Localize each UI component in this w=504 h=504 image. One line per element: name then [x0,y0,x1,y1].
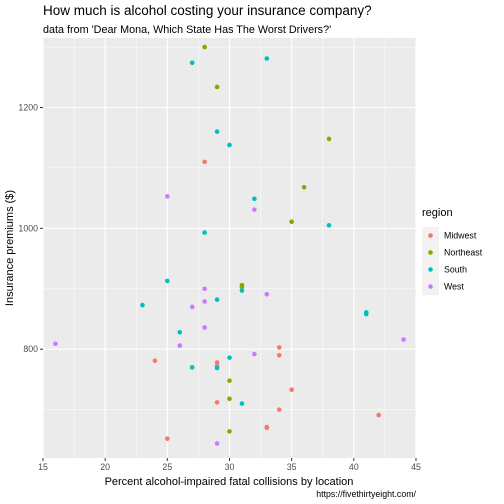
data-point-south [252,196,257,202]
x-tick-label: 30 [225,462,235,472]
x-tick-label: 25 [162,462,172,472]
y-axis-title: Insurance premiums ($) [4,190,16,306]
data-point-south [227,355,232,360]
data-point-midwest [214,360,220,365]
data-point-south [202,230,207,235]
data-point-west [202,286,207,292]
data-point-northeast [227,429,232,434]
data-point-west [165,194,170,199]
data-point-west [202,299,207,304]
data-point-south [264,56,270,61]
legend-items: Midwest Northeast South West [422,227,483,295]
legend-label-northeast: Northeast [444,248,483,258]
legend-title: region [422,207,453,219]
data-point-northeast [202,44,207,50]
x-tick-label: 35 [287,462,297,472]
x-axis-title: Percent alcohol-impaired fatal collision… [105,476,354,488]
data-point-midwest [289,387,294,393]
data-point-northeast [289,219,294,225]
data-point-northeast [326,136,332,142]
y-tick-label: 1200 [18,102,38,112]
x-tick-label: 15 [38,462,48,472]
data-point-midwest [276,352,282,358]
data-point-midwest [202,159,207,165]
data-point-midwest [276,407,282,412]
legend-label-south: South [444,265,467,275]
data-point-west [401,337,406,342]
data-point-south [239,401,245,406]
data-point-northeast [227,378,232,383]
legend-key-point [428,233,433,238]
data-point-midwest [376,412,382,418]
data-point-midwest [165,436,170,441]
data-point-south [214,297,220,302]
data-point-west [177,343,183,348]
x-tick-label: 20 [100,462,110,472]
data-point-south [363,311,369,317]
data-point-south [165,278,170,284]
data-point-west [53,341,58,347]
data-point-south [140,302,145,308]
data-point-northeast [301,184,307,190]
data-point-south [326,223,332,228]
legend: region Midwest Northeast South West [422,207,483,295]
data-point-south [177,330,183,335]
data-point-northeast [227,396,232,402]
legend-label-west: West [444,282,464,292]
x-tick-label: 40 [349,462,359,472]
y-tick-label: 1000 [18,223,38,233]
chart-subtitle: data from 'Dear Mona, Which State Has Th… [43,24,331,36]
data-point-midwest [264,425,270,431]
data-point-west [264,291,270,297]
data-point-west [202,325,207,330]
data-point-south [189,60,195,66]
data-point-west [252,207,257,212]
data-point-west [252,351,257,357]
legend-key-point [428,250,433,255]
legend-label-midwest: Midwest [444,231,477,241]
chart-caption: https://fivethirtyeight.com/ [316,489,416,499]
data-point-south [239,288,245,293]
data-point-west [214,441,220,446]
data-point-south [189,365,195,370]
data-point-south [227,142,232,148]
grid-lines [42,38,417,458]
data-point-south [214,365,220,371]
data-point-midwest [214,400,220,405]
legend-key-point [428,284,433,289]
legend-key-point [428,267,433,272]
data-point-midwest [152,358,158,364]
axes: 15 20 25 30 35 40 45 800 1000 1200 [18,102,421,472]
x-tick-label: 45 [411,462,421,472]
data-point-south [214,129,220,134]
data-point-west [189,304,195,310]
data-point-northeast [214,84,220,90]
chart-title: How much is alcohol costing your insuran… [43,3,372,18]
data-point-midwest [276,345,282,350]
data-points [53,44,406,446]
data-point-northeast [239,284,245,290]
y-tick-label: 800 [23,344,38,354]
